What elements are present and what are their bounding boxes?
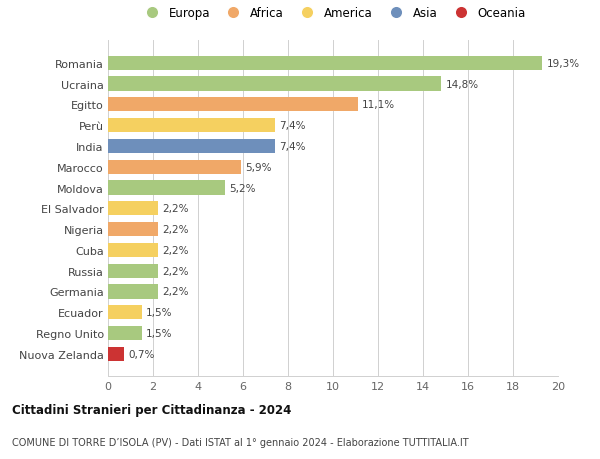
Bar xyxy=(108,223,157,237)
Text: 1,5%: 1,5% xyxy=(146,328,173,338)
Text: 2,2%: 2,2% xyxy=(162,266,188,276)
Text: 1,5%: 1,5% xyxy=(146,308,173,318)
Legend: Europa, Africa, America, Asia, Oceania: Europa, Africa, America, Asia, Oceania xyxy=(140,7,526,20)
Bar xyxy=(108,98,358,112)
Bar xyxy=(108,285,157,299)
Text: 2,2%: 2,2% xyxy=(162,287,188,297)
Text: 11,1%: 11,1% xyxy=(362,100,395,110)
Text: 14,8%: 14,8% xyxy=(445,79,479,90)
Text: 5,2%: 5,2% xyxy=(229,183,256,193)
Text: 5,9%: 5,9% xyxy=(245,162,272,172)
Text: 2,2%: 2,2% xyxy=(162,204,188,214)
Bar xyxy=(108,181,225,195)
Text: 2,2%: 2,2% xyxy=(162,246,188,255)
Text: Cittadini Stranieri per Cittadinanza - 2024: Cittadini Stranieri per Cittadinanza - 2… xyxy=(12,403,292,416)
Text: 7,4%: 7,4% xyxy=(279,121,305,131)
Text: 19,3%: 19,3% xyxy=(547,59,580,68)
Text: 2,2%: 2,2% xyxy=(162,224,188,235)
Bar xyxy=(108,347,124,361)
Bar xyxy=(108,77,441,91)
Bar xyxy=(108,306,142,319)
Bar xyxy=(108,56,542,71)
Bar xyxy=(108,243,157,257)
Bar xyxy=(108,326,142,341)
Bar xyxy=(108,140,275,154)
Bar xyxy=(108,160,241,174)
Bar xyxy=(108,202,157,216)
Text: 7,4%: 7,4% xyxy=(279,142,305,151)
Text: 0,7%: 0,7% xyxy=(128,349,155,359)
Bar xyxy=(108,119,275,133)
Text: COMUNE DI TORRE D’ISOLA (PV) - Dati ISTAT al 1° gennaio 2024 - Elaborazione TUTT: COMUNE DI TORRE D’ISOLA (PV) - Dati ISTA… xyxy=(12,437,469,447)
Bar xyxy=(108,264,157,278)
